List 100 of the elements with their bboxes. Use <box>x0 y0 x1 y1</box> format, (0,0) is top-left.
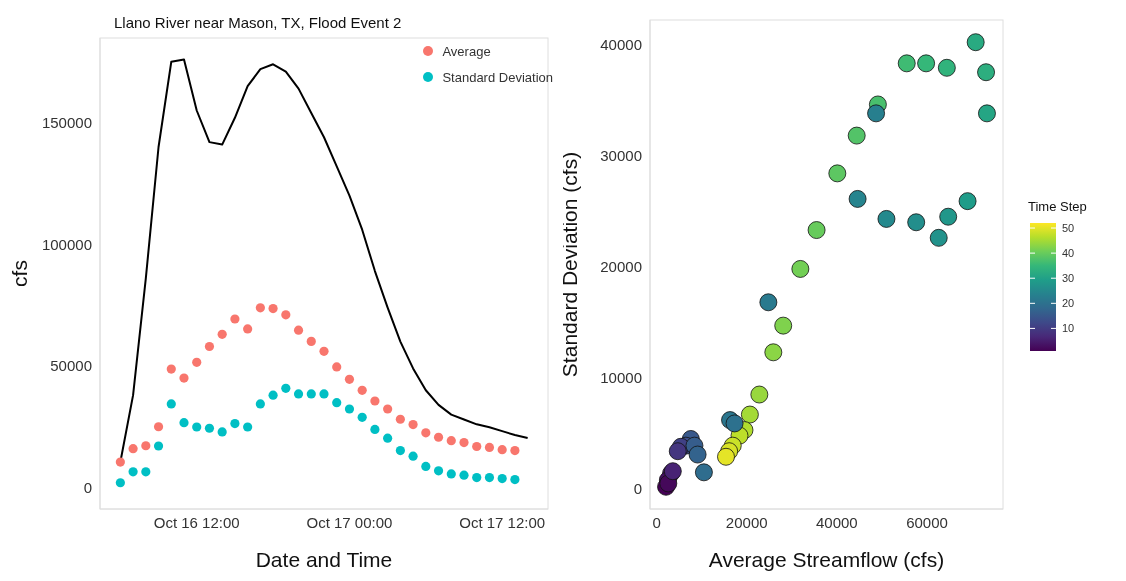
point <box>977 63 995 82</box>
point <box>179 418 189 428</box>
point <box>408 419 418 430</box>
point <box>497 445 507 455</box>
point <box>907 213 926 232</box>
point <box>459 437 469 448</box>
point <box>319 346 329 356</box>
point <box>179 373 189 383</box>
y-tick-label: 10000 <box>600 369 642 387</box>
point <box>153 441 164 451</box>
point <box>306 389 316 399</box>
point <box>357 412 367 422</box>
point <box>688 445 707 464</box>
point <box>204 423 215 433</box>
point <box>764 343 783 362</box>
y-tick-label: 100000 <box>41 235 92 253</box>
point <box>717 447 735 466</box>
point <box>141 441 151 451</box>
x-tick-label: Oct 17 00:00 <box>306 513 393 531</box>
x-tick-label: Oct 16 12:00 <box>153 513 240 531</box>
point <box>759 293 778 312</box>
x-tick-label: 60000 <box>906 513 948 531</box>
point <box>958 192 977 211</box>
point <box>446 436 456 446</box>
color-bar-label: 20 <box>1062 297 1075 310</box>
y-axis-title: Standard Deviation (cfs) <box>558 151 582 378</box>
point <box>433 466 444 476</box>
point <box>791 260 810 278</box>
legend-label: Average <box>442 43 491 59</box>
color-bar-label: 10 <box>1062 322 1075 335</box>
point <box>370 424 380 435</box>
y-tick-label: 0 <box>83 478 92 496</box>
point <box>344 374 355 384</box>
point <box>897 54 916 73</box>
point <box>192 357 202 367</box>
point <box>750 385 769 404</box>
point <box>370 396 380 406</box>
color-bar-label: 40 <box>1062 247 1075 260</box>
point <box>383 404 393 414</box>
x-axis-title: Date and Time <box>255 548 393 571</box>
x-tick-label: 0 <box>652 513 661 531</box>
point <box>166 364 176 374</box>
y-tick-label: 40000 <box>600 35 642 53</box>
point <box>877 210 896 228</box>
point <box>217 427 227 437</box>
point <box>459 470 469 480</box>
color-bar-title: Time Step <box>1028 199 1087 214</box>
point <box>243 422 253 432</box>
point <box>395 414 405 424</box>
point <box>192 422 202 432</box>
point <box>484 473 495 483</box>
point <box>847 126 866 145</box>
x-axis-title: Average Streamflow (cfs) <box>708 548 945 571</box>
point <box>395 446 405 456</box>
point <box>268 303 278 314</box>
point <box>421 428 431 438</box>
point <box>433 432 444 442</box>
point <box>937 58 956 77</box>
x-tick-label: 40000 <box>816 513 858 531</box>
point <box>357 385 367 395</box>
point <box>774 316 793 335</box>
point <box>725 414 744 433</box>
point <box>978 104 996 123</box>
point <box>306 336 316 346</box>
x-tick-label: 20000 <box>725 513 768 531</box>
point <box>383 433 393 443</box>
point <box>115 457 125 467</box>
color-bar-label: 30 <box>1062 272 1075 285</box>
point <box>255 399 265 409</box>
point <box>344 404 355 414</box>
point <box>446 469 456 479</box>
point <box>828 164 847 183</box>
point <box>421 461 431 472</box>
y-tick-label: 30000 <box>600 146 642 164</box>
point <box>510 446 520 456</box>
point <box>408 451 418 461</box>
chart-title: Llano River near Mason, TX, Flood Event 2 <box>114 14 402 31</box>
point <box>281 383 291 393</box>
point <box>204 341 215 352</box>
point <box>668 442 687 461</box>
point <box>510 474 520 485</box>
point <box>153 422 164 432</box>
point <box>695 463 713 482</box>
y-tick-label: 0 <box>633 480 642 498</box>
point <box>128 467 138 477</box>
y-axis-title: cfs <box>8 260 32 287</box>
point <box>230 419 240 429</box>
point <box>243 324 253 334</box>
point <box>141 467 151 477</box>
point <box>319 389 329 399</box>
point <box>332 398 342 408</box>
point <box>128 444 138 454</box>
point <box>281 310 291 320</box>
point <box>293 325 304 335</box>
point <box>293 389 304 399</box>
color-bar-label: 50 <box>1062 222 1075 235</box>
point <box>939 207 958 226</box>
point <box>166 399 176 409</box>
legend-label: Standard Deviation <box>442 69 553 85</box>
point <box>255 303 265 313</box>
